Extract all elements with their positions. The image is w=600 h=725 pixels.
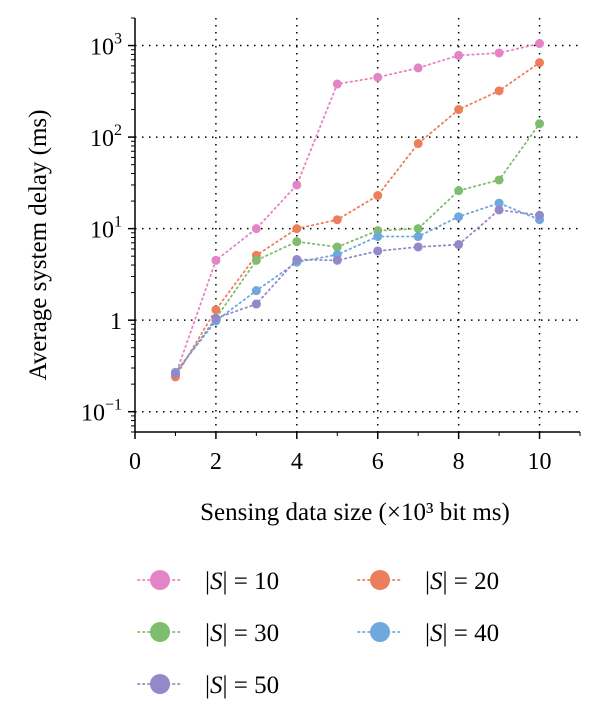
data-point — [373, 72, 383, 82]
legend-marker — [370, 622, 390, 642]
data-point — [454, 50, 464, 60]
y-axis-label: Average system delay (ms) — [25, 110, 52, 381]
legend-label: |S| = 30 — [205, 620, 279, 647]
data-point — [413, 63, 423, 73]
series-line-2 — [174, 61, 541, 378]
legend-label: |S| = 40 — [425, 620, 499, 647]
legend-marker — [150, 570, 170, 590]
data-point — [413, 242, 423, 252]
data-point — [211, 313, 221, 323]
series-layer — [170, 39, 545, 382]
legend-item-2: |S| = 20 — [357, 568, 499, 595]
data-point — [332, 215, 342, 225]
data-point — [373, 191, 383, 201]
y-tick-label-3: 102 — [90, 122, 122, 152]
legend-marker — [150, 622, 170, 642]
data-point — [292, 237, 302, 247]
data-point — [413, 139, 423, 149]
data-point — [454, 105, 464, 115]
data-point — [454, 240, 464, 250]
legend-item-3: |S| = 30 — [137, 620, 279, 647]
x-tick-label-0: 0 — [129, 449, 141, 475]
legend-item-5: |S| = 50 — [137, 672, 279, 699]
data-point — [373, 232, 383, 242]
data-point — [251, 255, 261, 265]
x-tick-label-4: 8 — [453, 449, 465, 475]
data-point — [454, 212, 464, 222]
data-point — [251, 286, 261, 296]
legend-item-4: |S| = 40 — [357, 620, 499, 647]
series-line-5 — [174, 208, 541, 375]
data-point — [494, 175, 504, 185]
y-tick-label-2: 101 — [90, 214, 122, 244]
data-point — [251, 224, 261, 234]
series-line-1 — [174, 42, 541, 377]
data-point — [332, 255, 342, 265]
data-point — [251, 299, 261, 309]
data-point — [494, 198, 504, 208]
series-line-3 — [174, 122, 541, 375]
x-tick-label-3: 6 — [372, 449, 384, 475]
data-point — [494, 86, 504, 96]
data-point — [535, 58, 545, 68]
data-point — [292, 224, 302, 234]
x-tick-label-5: 10 — [528, 449, 552, 475]
legend-label: |S| = 20 — [425, 568, 499, 595]
series-2 — [170, 58, 545, 382]
x-axis-label: Sensing data size (×10³ bit ms) — [200, 499, 510, 526]
data-point — [535, 210, 545, 220]
data-point — [170, 369, 180, 379]
series-3 — [170, 119, 545, 379]
data-point — [292, 180, 302, 190]
y-tick-label-1: 1 — [110, 309, 122, 335]
data-point — [292, 254, 302, 264]
legend-label: |S| = 50 — [205, 672, 279, 699]
legend-marker — [370, 570, 390, 590]
data-point — [535, 119, 545, 129]
data-point — [211, 305, 221, 315]
x-tick-label-2: 4 — [291, 449, 303, 475]
series-5 — [170, 205, 545, 379]
data-point — [211, 255, 221, 265]
data-point — [494, 48, 504, 58]
legend-label: |S| = 10 — [205, 568, 279, 595]
y-tick-label-0: 10−1 — [81, 397, 122, 427]
legend-item-1: |S| = 10 — [137, 568, 279, 595]
data-point — [535, 39, 545, 49]
data-point — [413, 232, 423, 242]
data-point — [494, 205, 504, 215]
data-point — [373, 246, 383, 256]
legend-marker — [150, 674, 170, 694]
legend: |S| = 10 |S| = 20 |S| = 30 |S| = 40 |S| = 50 — [137, 568, 499, 699]
series-1 — [170, 39, 545, 380]
data-point — [332, 242, 342, 252]
data-point — [413, 224, 423, 234]
axes-layer — [128, 17, 581, 439]
y-tick-label-4: 103 — [90, 31, 122, 61]
series-4 — [170, 198, 545, 377]
data-point — [454, 186, 464, 196]
series-line-4 — [174, 202, 541, 374]
data-point — [332, 79, 342, 89]
tick-label-layer: 0 2 4 6 8 10 10−1 1 101 102 103 — [81, 31, 552, 475]
x-tick-label-1: 2 — [210, 449, 222, 475]
